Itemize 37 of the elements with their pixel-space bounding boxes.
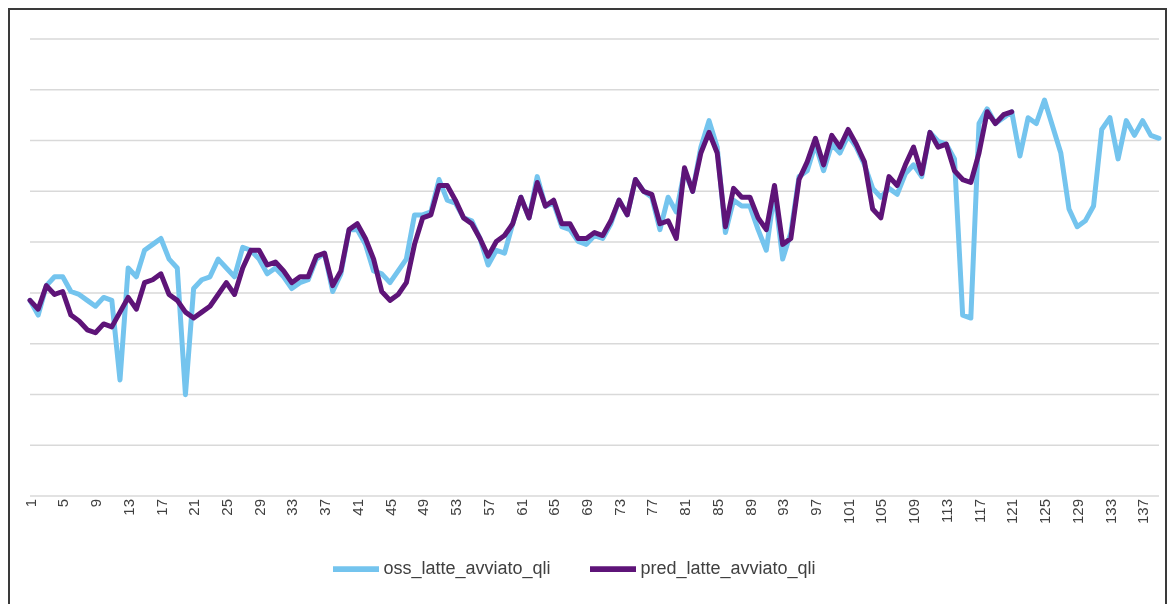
- x-tick-label: 97: [807, 499, 825, 516]
- x-tick-label: 125: [1036, 499, 1054, 525]
- x-tick-label: 53: [447, 499, 465, 516]
- x-tick-label: 137: [1134, 499, 1152, 525]
- x-tick-label: 37: [316, 499, 334, 516]
- x-tick-label: 121: [1003, 499, 1021, 525]
- x-tick-label: 29: [250, 499, 268, 516]
- x-tick-label: 73: [610, 499, 628, 516]
- x-tick-label: 41: [348, 499, 366, 516]
- x-tick-label: 117: [970, 499, 988, 523]
- x-tick-label: 105: [872, 499, 890, 525]
- x-tick-label: 21: [185, 499, 203, 516]
- x-tick-label: 69: [577, 499, 595, 516]
- x-tick-label: 33: [283, 499, 301, 516]
- x-tick-label: 49: [414, 499, 432, 516]
- x-tick-label: 5: [54, 499, 72, 508]
- x-tick-label: 57: [479, 499, 497, 516]
- x-tick-label: 89: [741, 499, 759, 516]
- x-tick-label: 109: [905, 499, 923, 525]
- x-tick-label: 85: [708, 499, 726, 516]
- x-tick-label: 93: [774, 499, 792, 516]
- x-tick-label: 81: [676, 499, 694, 516]
- x-tick-label: 13: [119, 499, 137, 516]
- x-tick-label: 65: [545, 499, 563, 516]
- x-tick-label: 113: [937, 499, 955, 523]
- x-tick-label: 101: [839, 499, 857, 525]
- x-tick-label: 17: [152, 499, 170, 516]
- x-tick-label: 77: [643, 499, 661, 516]
- legend-label: pred_latte_avviato_qli: [640, 557, 816, 578]
- legend-label: oss_latte_avviato_qli: [383, 557, 551, 578]
- x-tick-label: 1: [21, 499, 39, 508]
- x-tick-label: 9: [87, 499, 105, 508]
- x-tick-label: 45: [381, 499, 399, 516]
- x-tick-label: 133: [1101, 499, 1119, 525]
- x-tick-label: 25: [218, 499, 235, 516]
- x-tick-label: 129: [1068, 499, 1086, 525]
- x-tick-label: 61: [512, 499, 530, 516]
